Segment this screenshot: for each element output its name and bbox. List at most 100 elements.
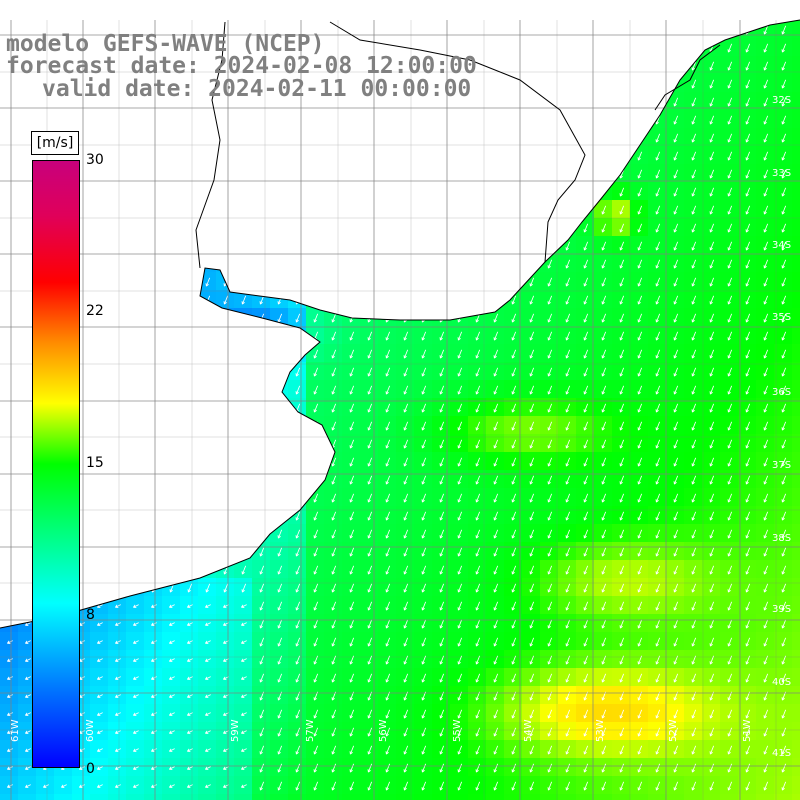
lon-label: 52W [668,719,679,742]
wind-cell [288,650,307,669]
lon-label: 61W [10,719,21,742]
wind-arrow [204,640,211,644]
wind-arrow [691,781,697,791]
wind-arrow [529,43,535,53]
wind-cell [180,308,199,327]
wind-cell [648,236,667,255]
wind-cell [522,542,541,561]
wind-arrow [403,583,409,593]
wind-arrow [637,619,643,629]
wind-arrow [439,223,445,233]
wind-cell [180,452,199,471]
wind-cell [360,290,379,309]
wind-arrow [583,637,589,647]
wind-arrow [205,241,211,251]
wind-arrow [493,601,499,611]
wind-arrow [727,295,733,305]
wind-cell [306,146,325,165]
wind-cell [198,272,217,291]
wind-cell [360,578,379,597]
wind-cell [486,686,505,705]
wind-cell [594,110,613,129]
wind-arrow [529,421,535,431]
wind-cell [756,542,775,561]
wind-cell [396,650,415,669]
wind-arrow [385,187,391,197]
wind-arrow [403,547,409,557]
wind-cell [738,398,757,417]
lon-label: 60W [85,719,96,742]
wind-arrow [114,676,121,680]
wind-cell [108,560,127,579]
wind-arrow [565,277,571,287]
wind-cell [252,308,271,327]
wind-arrow [133,403,139,413]
wind-cell [234,308,253,327]
wind-cell [450,200,469,219]
wind-arrow [295,331,301,341]
wind-arrow [691,277,697,287]
wind-cell [342,596,361,615]
wind-cell [126,218,145,237]
wind-cell [522,146,541,165]
wind-cell [90,578,109,597]
wind-arrow [529,529,535,539]
wind-cell [486,20,505,39]
wind-cell [288,380,307,399]
wind-cell [126,110,145,129]
wind-cell [180,326,199,345]
wind-arrow [385,547,391,557]
wind-cell [558,236,577,255]
wind-arrow [511,277,517,287]
wind-arrow [367,349,373,359]
wind-arrow [421,601,427,611]
lat-label: 33S [772,168,792,179]
wind-cell [612,128,631,147]
wind-arrow [168,748,175,752]
wind-arrow [349,25,355,35]
wind-arrow [259,187,265,197]
wind-cell [270,668,289,687]
wind-arrow [367,673,373,683]
wind-cell [252,236,271,255]
wind-cell [774,470,793,489]
wind-arrow [186,622,193,626]
wind-arrow [403,781,409,791]
wind-cell [234,218,253,237]
wind-cell [342,182,361,201]
wind-arrow [637,763,643,773]
wind-cell [378,110,397,129]
wind-arrow [97,385,103,395]
wind-arrow [439,367,445,377]
wind-cell [342,164,361,183]
wind-arrow [709,511,715,521]
wind-cell [540,668,559,687]
wind-arrow [421,745,427,755]
wind-cell [792,272,800,291]
wind-cell [504,614,523,633]
wind-arrow [24,622,31,626]
wind-cell [360,776,379,795]
wind-cell [270,182,289,201]
wind-arrow [313,439,319,449]
wind-arrow [781,349,787,359]
wind-arrow [385,403,391,413]
wind-arrow [24,712,31,716]
wind-cell [396,560,415,579]
wind-arrow [187,241,193,251]
wind-arrow [439,637,445,647]
wind-cell [144,272,163,291]
wind-arrow [619,601,625,611]
wind-arrow [385,475,391,485]
wind-arrow [547,133,553,143]
wind-cell [108,146,127,165]
wind-arrow [673,151,679,161]
wind-arrow [223,475,229,485]
wind-arrow [493,349,499,359]
wind-arrow [25,475,31,485]
wind-cell [738,488,757,507]
wind-arrow [295,745,301,755]
wind-cell [270,254,289,273]
wind-cell [162,560,181,579]
wind-cell [198,308,217,327]
